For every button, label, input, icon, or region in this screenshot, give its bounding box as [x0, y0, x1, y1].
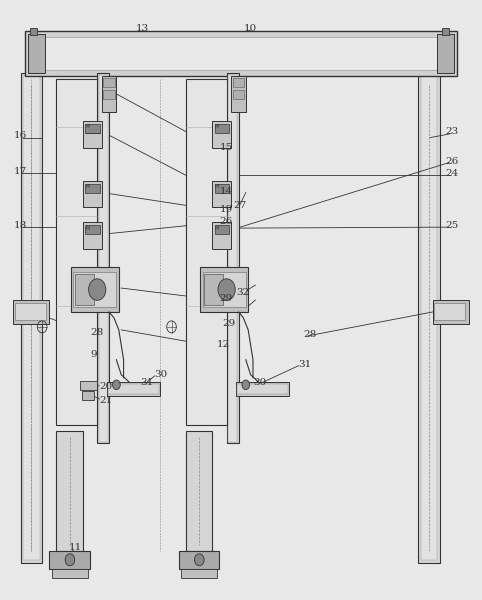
Text: 25: 25 [446, 221, 459, 230]
Bar [418, 73, 440, 563]
Text: 32: 32 [236, 289, 250, 298]
Bar [30, 28, 37, 35]
Bar [214, 226, 229, 235]
Text: 11: 11 [68, 544, 82, 553]
Text: 23: 23 [446, 127, 459, 136]
Text: 18: 18 [13, 221, 27, 230]
Text: M: M [85, 226, 90, 230]
Bar [200, 267, 248, 312]
Bar [15, 303, 46, 320]
Text: 9: 9 [90, 350, 97, 359]
Text: 26: 26 [219, 217, 233, 226]
Bar [214, 184, 229, 193]
Bar [442, 28, 449, 35]
Bar [108, 383, 159, 394]
Bar [186, 79, 227, 425]
Bar [26, 31, 456, 76]
Text: 16: 16 [13, 131, 27, 140]
Text: 21: 21 [100, 396, 113, 405]
Bar [231, 76, 246, 112]
Text: M: M [85, 184, 90, 189]
Text: M: M [215, 226, 219, 230]
Bar [85, 124, 100, 133]
Bar [438, 34, 454, 73]
Bar [104, 78, 115, 87]
Bar [421, 76, 438, 560]
Bar [30, 37, 452, 70]
Bar [56, 79, 97, 425]
Bar [80, 380, 97, 389]
Text: 19: 19 [219, 205, 233, 214]
Text: 28: 28 [90, 328, 103, 337]
Bar [227, 73, 239, 443]
Bar [228, 75, 237, 442]
Bar [21, 73, 42, 563]
Bar [73, 272, 116, 307]
Bar [83, 121, 102, 148]
Bar [83, 223, 102, 249]
Text: 29: 29 [222, 319, 235, 328]
Bar [204, 274, 223, 305]
Bar [179, 551, 219, 569]
Text: 17: 17 [13, 167, 27, 176]
Text: 30: 30 [155, 370, 168, 379]
Bar [236, 382, 289, 395]
Bar [99, 75, 108, 442]
Text: 13: 13 [136, 24, 149, 33]
Text: 20: 20 [100, 382, 113, 391]
Bar [104, 90, 115, 99]
Bar [102, 76, 116, 112]
Text: 29: 29 [219, 295, 233, 304]
Bar [434, 303, 465, 320]
Text: 27: 27 [234, 201, 247, 210]
Bar [237, 383, 288, 394]
Bar [83, 181, 102, 208]
Bar [186, 431, 212, 551]
Bar [214, 124, 229, 133]
Bar [49, 551, 90, 569]
Bar [212, 223, 231, 249]
Text: 24: 24 [446, 169, 459, 178]
Circle shape [89, 279, 106, 300]
Bar [233, 78, 244, 87]
Text: 15: 15 [219, 143, 233, 152]
Bar [85, 226, 100, 235]
Circle shape [195, 554, 204, 566]
Bar [52, 569, 88, 578]
Bar [202, 272, 246, 307]
Circle shape [242, 380, 250, 389]
Bar [56, 431, 83, 551]
Text: M: M [85, 124, 90, 129]
Bar [97, 73, 109, 443]
Bar [181, 569, 217, 578]
Bar [75, 274, 94, 305]
Bar [82, 391, 94, 400]
Bar [13, 300, 49, 324]
Text: 30: 30 [253, 378, 266, 387]
Bar [85, 184, 100, 193]
Text: 14: 14 [219, 187, 233, 196]
Circle shape [218, 279, 235, 300]
Bar [23, 76, 40, 560]
Bar [107, 382, 160, 395]
Bar [212, 181, 231, 208]
Text: 10: 10 [244, 24, 257, 33]
Text: 26: 26 [446, 157, 459, 166]
Text: 31: 31 [140, 378, 154, 387]
Circle shape [65, 554, 75, 566]
Text: M: M [215, 184, 219, 189]
Bar [28, 34, 44, 73]
Text: 28: 28 [303, 330, 317, 339]
Bar [433, 300, 469, 324]
Text: 31: 31 [298, 360, 312, 369]
Bar [233, 90, 244, 99]
Text: 12: 12 [217, 340, 230, 349]
Circle shape [113, 380, 120, 389]
Bar [71, 267, 119, 312]
Text: M: M [215, 124, 219, 129]
Bar [212, 121, 231, 148]
